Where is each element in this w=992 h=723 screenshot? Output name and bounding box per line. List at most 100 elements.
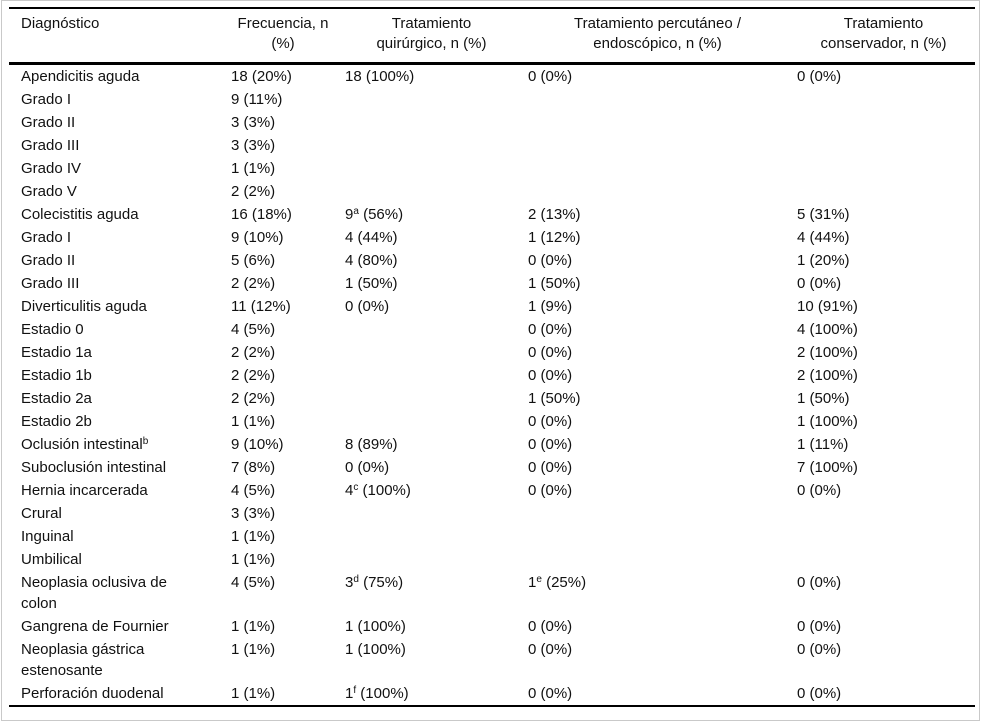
table-row: Grado III 3 (3%) xyxy=(9,134,975,157)
table-cell: 1 (50%) xyxy=(797,390,850,407)
table-cell xyxy=(523,180,792,203)
table-cell: Estadio 1b xyxy=(21,367,92,384)
table-cell: 0 (0%) xyxy=(797,641,842,658)
table-row: Grado I 9 (11%) xyxy=(9,88,975,111)
footnote-marker: b xyxy=(142,436,149,447)
column-header-tratamiento-conservador: Tratamiento conservador, n (%) xyxy=(792,7,975,65)
table-row: Grado II 3 (3%) xyxy=(9,111,975,134)
table-cell xyxy=(523,525,792,548)
footnote-marker: e xyxy=(536,574,542,585)
table-cell: Grado I xyxy=(21,229,72,246)
table-row: Gangrena de Fournier 1 (1%) 1 (100%) 0 (0%)… xyxy=(9,615,975,638)
table-cell: 4 (5%) xyxy=(231,321,276,338)
table-cell: Crural xyxy=(21,505,62,522)
table-cell: 4 (5%) xyxy=(231,574,276,591)
table-cell: 7 (8%) xyxy=(231,459,276,476)
table-cell: 1 (12%) xyxy=(528,229,581,246)
table-row: Crural 3 (3%) xyxy=(9,502,975,525)
table-cell: 0 (0%) xyxy=(528,367,573,384)
table-cell xyxy=(523,134,792,157)
table-cell: 3 (3%) xyxy=(231,114,276,131)
table-row: Inguinal 1 (1%) xyxy=(9,525,975,548)
table-row: Estadio 1a 2 (2%) 0 (0%) 2 (100%) xyxy=(9,341,975,364)
table-row: Diverticulitis aguda 11 (12%) 0 (0%) 1 (9%)… xyxy=(9,295,975,318)
table-cell: Gangrena de Fournier xyxy=(21,618,169,635)
table-cell: 1 (100%) xyxy=(345,641,406,658)
table-cell: 1 (1%) xyxy=(231,551,276,568)
table-header: Diagnóstico Frecuencia, n (%) Tratamient… xyxy=(9,7,975,65)
table-cell: 18 (100%) xyxy=(345,68,415,85)
footnote-marker: d xyxy=(353,574,359,585)
table-cell: 9a (56%) xyxy=(345,206,404,223)
column-header-tratamiento-quirurgico: Tratamiento quirúrgico, n (%) xyxy=(340,7,523,65)
table-cell xyxy=(340,318,523,341)
column-header-diagnostico: Diagnóstico xyxy=(9,7,226,65)
table-row: Hernia incarcerada 4 (5%) 4c (100%) 0 (0%) 0… xyxy=(9,479,975,502)
table-cell: 1 (1%) xyxy=(231,618,276,635)
table-cell: 0 (0%) xyxy=(528,252,573,269)
table-cell xyxy=(792,180,975,203)
table-cell: 5 (6%) xyxy=(231,252,276,269)
table-cell: Grado I xyxy=(21,91,72,108)
table-row: Colecistitis aguda 16 (18%) 9a (56%) 2 (13%… xyxy=(9,203,975,226)
table-row: Grado III 2 (2%) 1 (50%) 1 (50%) 0 (0%) xyxy=(9,272,975,295)
table-cell xyxy=(340,410,523,433)
table-cell: 0 (0%) xyxy=(345,298,390,315)
table-cell: 1e (25%) xyxy=(528,574,587,591)
table-cell xyxy=(792,134,975,157)
table-row: Umbilical 1 (1%) xyxy=(9,548,975,571)
table-cell: Oclusión intestinalb xyxy=(21,436,149,453)
table-cell: Estadio 1a xyxy=(21,344,92,361)
table-cell: 2 (2%) xyxy=(231,390,276,407)
table-cell xyxy=(340,502,523,525)
table-cell: Grado II xyxy=(21,114,76,131)
table-cell xyxy=(340,525,523,548)
table-cell xyxy=(792,525,975,548)
table-cell: 0 (0%) xyxy=(797,618,842,635)
column-header-tratamiento-percutaneo-endoscopico: Tratamiento percutáneo / endoscópico, n … xyxy=(523,7,792,65)
table-cell: 0 (0%) xyxy=(528,68,573,85)
table-cell xyxy=(523,548,792,571)
table-cell: 1 (1%) xyxy=(226,682,340,707)
table-cell xyxy=(792,548,975,571)
table-cell xyxy=(340,548,523,571)
table-cell: Perforación duodenal xyxy=(9,682,226,707)
table-cell: 1 (50%) xyxy=(528,390,581,407)
table-cell xyxy=(792,157,975,180)
table-cell: 0 (0%) xyxy=(528,459,573,476)
table-cell: Estadio 2b xyxy=(21,413,92,430)
header-row: Diagnóstico Frecuencia, n (%) Tratamient… xyxy=(9,7,975,65)
table-cell: 0 (0%) xyxy=(523,682,792,707)
table-cell: 0 (0%) xyxy=(792,682,975,707)
table-cell xyxy=(340,88,523,111)
table-cell: 1 (11%) xyxy=(797,436,849,453)
table-cell: Grado IV xyxy=(21,160,82,177)
table-row: Apendicitis aguda 18 (20%) 18 (100%) 0 (0%)… xyxy=(9,64,975,89)
table-row: Estadio 2b 1 (1%) 0 (0%) 1 (100%) xyxy=(9,410,975,433)
table-cell: Umbilical xyxy=(21,551,82,568)
table-cell: 18 (20%) xyxy=(231,68,292,85)
table-cell xyxy=(523,157,792,180)
table-cell: Hernia incarcerada xyxy=(21,482,148,499)
table-cell: 2 (2%) xyxy=(231,367,276,384)
table-cell: 1 (50%) xyxy=(528,275,581,292)
table-row: Grado II 5 (6%) 4 (80%) 0 (0%) 1 (20%) xyxy=(9,249,975,272)
table-cell xyxy=(340,157,523,180)
table-cell: 4c (100%) xyxy=(345,482,411,499)
table-cell xyxy=(523,111,792,134)
table-body: Apendicitis aguda 18 (20%) 18 (100%) 0 (0%)… xyxy=(9,64,975,707)
table-cell: Grado III xyxy=(21,275,80,292)
table-cell: 0 (0%) xyxy=(797,574,842,591)
table-cell: 0 (0%) xyxy=(528,436,573,453)
table-cell: Grado V xyxy=(21,183,77,200)
table-cell: 4 (5%) xyxy=(231,482,276,499)
table-cell: 3 (3%) xyxy=(231,505,276,522)
table-cell: Estadio 0 xyxy=(21,321,84,338)
table-cell: 0 (0%) xyxy=(797,275,842,292)
footnote-marker: f xyxy=(353,685,357,696)
diagnostics-table: Diagnóstico Frecuencia, n (%) Tratamient… xyxy=(9,7,975,707)
table-cell: 1 (1%) xyxy=(231,641,276,658)
footnote-marker: a xyxy=(353,206,359,217)
table-cell: Inguinal xyxy=(21,528,74,545)
